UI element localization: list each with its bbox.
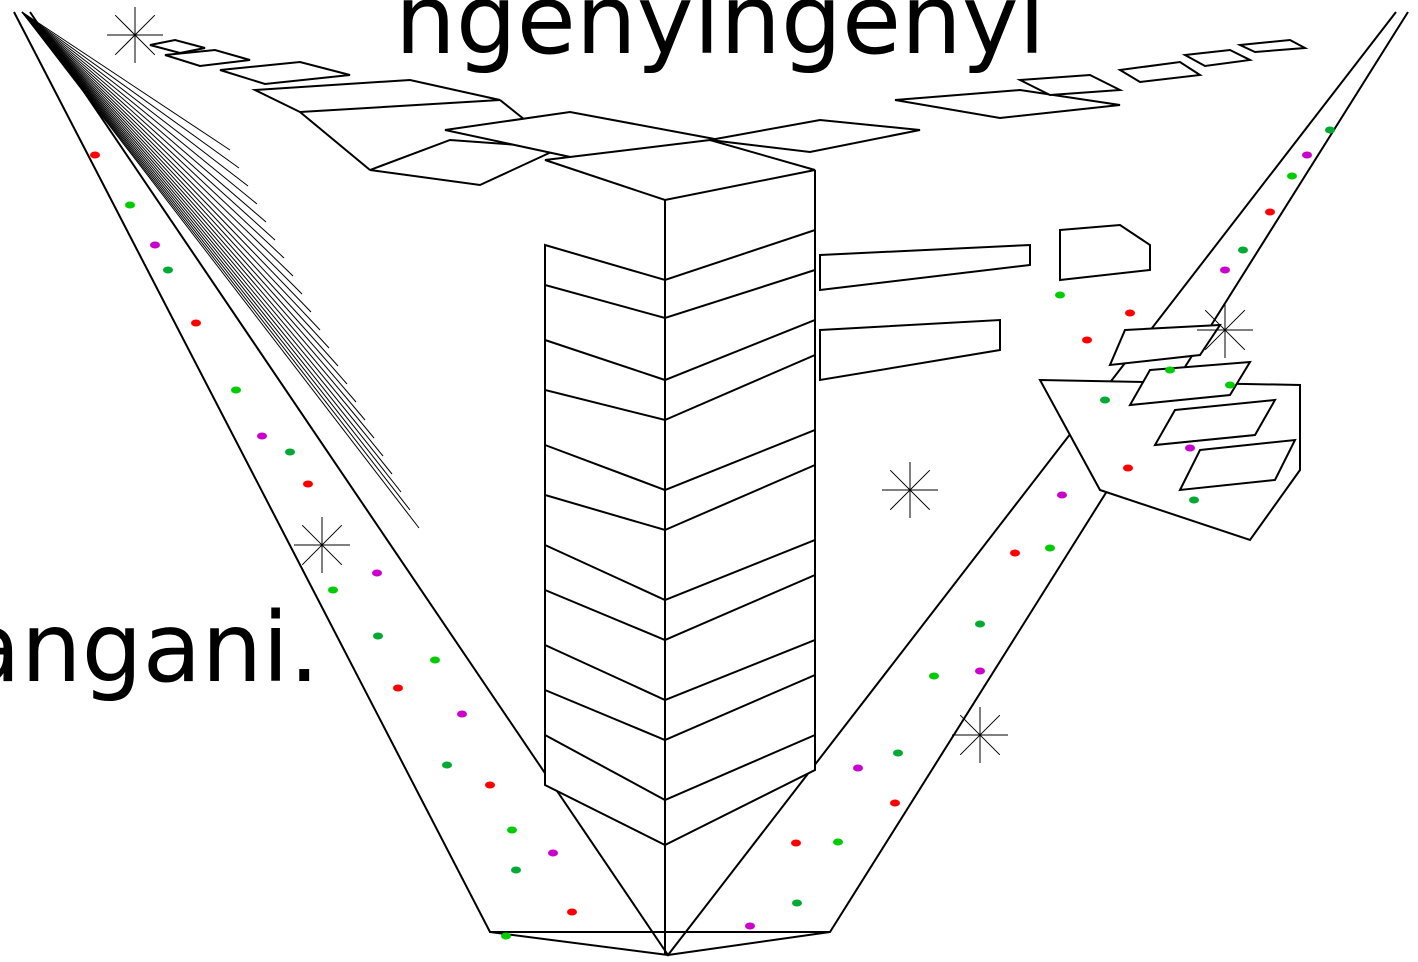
confetti-dot [1165,366,1175,374]
guide-line [21,11,321,331]
left-roof-boxes [149,38,564,187]
confetti-dot [372,569,382,577]
confetti-dot [1123,464,1133,472]
confetti-dot [393,684,403,692]
sparkle-marks [107,7,1253,763]
guide-line [21,11,276,241]
confetti-dot [1220,266,1230,274]
confetti-dot [1185,444,1195,452]
guide-line [21,11,366,421]
guide-line [21,11,357,403]
guide-line [21,11,249,187]
confetti-dot [231,386,241,394]
central-tower [444,110,816,955]
guide-line [21,11,240,169]
confetti-dot [511,866,521,874]
confetti-dot [150,241,160,249]
confetti-dot [125,201,135,209]
confetti-dot [1082,336,1092,344]
guide-line [21,11,348,385]
confetti-dot [1238,246,1248,254]
confetti-dots [90,126,1335,940]
confetti-dot [90,151,100,159]
guide-line [21,11,258,205]
confetti-dot [442,761,452,769]
confetti-dot [1225,381,1235,389]
confetti-dot [548,849,558,857]
confetti-dot [430,656,440,664]
sparkle-ray [1204,309,1246,351]
confetti-dot [373,632,383,640]
confetti-dot [1125,309,1135,317]
confetti-dot [191,319,201,327]
confetti-dot [893,749,903,757]
confetti-dot [303,480,313,488]
confetti-dot [929,672,939,680]
guide-line [21,11,384,457]
guide-line [21,11,285,259]
right-distant-boxes [1117,38,1309,84]
sparkle-ray [959,714,1001,756]
confetti-dot [1010,549,1020,557]
guide-line [21,11,231,151]
confetti-dot [791,839,801,847]
caption-left-text: angani. [0,592,320,704]
right-blocks [709,73,1301,542]
guide-line [21,11,303,295]
confetti-dot [1045,544,1055,552]
guide-line [21,11,393,475]
confetti-dot [890,799,900,807]
sparkle-ray [114,14,156,56]
confetti-dot [507,826,517,834]
stairs [1108,323,1297,492]
guide-line [21,11,330,349]
confetti-dot [975,667,985,675]
confetti-dot [501,932,511,940]
confetti-dot [285,448,295,456]
confetti-dot [853,764,863,772]
confetti-dot [257,432,267,440]
confetti-dot [485,781,495,789]
confetti-dot [1189,496,1199,504]
confetti-dot [975,620,985,628]
confetti-dot [328,586,338,594]
confetti-dot [792,899,802,907]
confetti-dot [1057,491,1067,499]
guide-line [21,11,312,313]
confetti-dot [163,266,173,274]
confetti-dot [1055,291,1065,299]
guide-line [21,11,294,277]
guide-line [21,11,375,439]
sparkle-ray [889,469,931,511]
confetti-dot [567,908,577,916]
guide-line [21,11,267,223]
confetti-dot [833,838,843,846]
confetti-dot [1265,208,1275,216]
confetti-dot [1287,172,1297,180]
guide-line [21,11,339,367]
confetti-dot [1100,396,1110,404]
confetti-dot [457,710,467,718]
sparkle-ray [301,524,343,566]
confetti-dot [1325,126,1335,134]
confetti-dot [745,922,755,930]
confetti-dot [1302,151,1312,159]
caption-top-text: ngenyingenyi [395,0,1046,76]
